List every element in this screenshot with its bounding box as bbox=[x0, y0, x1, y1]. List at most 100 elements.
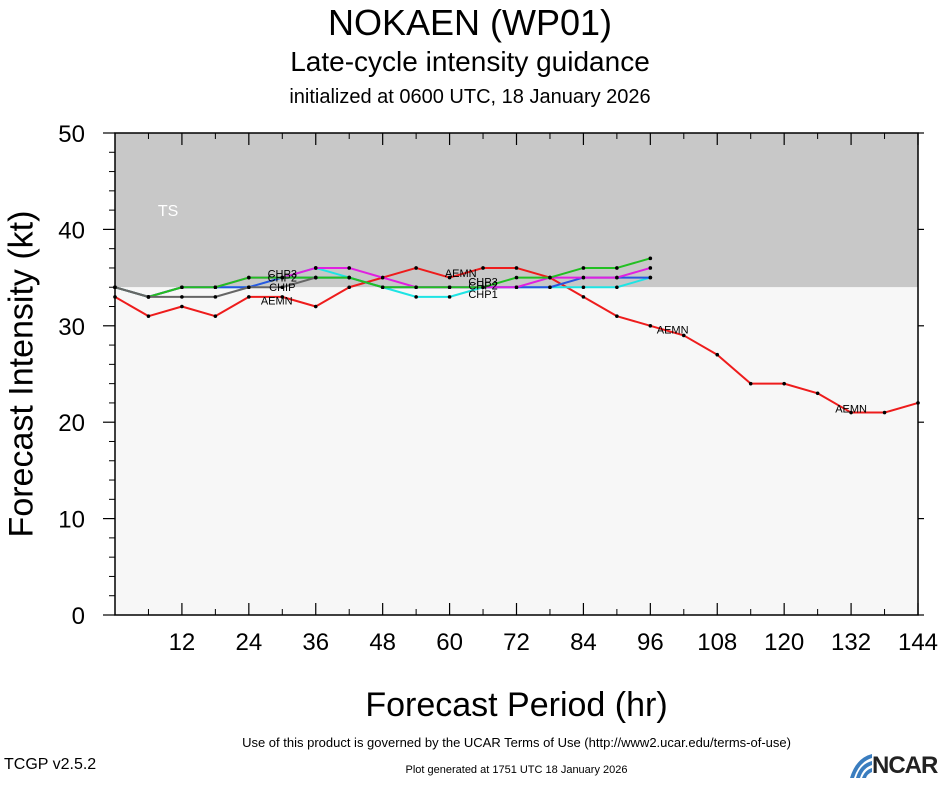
data-point-aemn bbox=[615, 314, 619, 318]
data-point-aemn bbox=[849, 410, 853, 415]
x-tick-label: 144 bbox=[898, 629, 938, 656]
y-tick-label: 50 bbox=[58, 121, 85, 148]
data-point-chp2 bbox=[581, 275, 586, 280]
intensity-band-1 bbox=[115, 287, 918, 615]
intensity-band-0 bbox=[115, 133, 918, 288]
data-point-aemn bbox=[782, 381, 786, 386]
generated-time: Plot generated at 1751 UTC 18 January 20… bbox=[405, 764, 628, 776]
ncar-logo-mark bbox=[850, 754, 872, 778]
line-label-aemn: AEMN bbox=[835, 404, 867, 416]
data-point-chp1 bbox=[648, 275, 653, 280]
x-axis-label: Forecast Period (hr) bbox=[365, 686, 668, 724]
data-point-aemn bbox=[815, 391, 820, 396]
data-point-aemn bbox=[414, 266, 418, 270]
data-point-chif bbox=[280, 285, 285, 290]
data-point-chp3 bbox=[615, 266, 619, 270]
data-point-aemn bbox=[247, 295, 251, 299]
x-tick-label: 84 bbox=[570, 629, 597, 656]
data-point-aemn bbox=[748, 381, 753, 386]
data-point-chif bbox=[247, 285, 251, 290]
x-tick-label: 48 bbox=[369, 629, 396, 656]
data-point-aemn bbox=[347, 285, 352, 290]
data-point-aemn bbox=[581, 295, 586, 299]
data-point-chp2 bbox=[615, 275, 619, 280]
data-point-chp3 bbox=[414, 285, 418, 290]
chart-subtitle: Late-cycle intensity guidance bbox=[290, 46, 650, 77]
data-point-chip bbox=[581, 285, 586, 290]
data-point-aemn bbox=[648, 324, 653, 328]
chart-axes: 12 24 36 48 60 72 84 96 108 120 132 144 0 10 20 30 40 50 bbox=[58, 121, 938, 656]
x-tick-label: 96 bbox=[637, 629, 664, 656]
data-point-aemn bbox=[180, 304, 184, 309]
x-tick-label: 120 bbox=[764, 629, 804, 656]
data-point-chip bbox=[615, 285, 619, 290]
x-tick-label: 132 bbox=[831, 629, 871, 656]
y-tick-label: 10 bbox=[58, 507, 85, 534]
data-point-chp2 bbox=[313, 266, 318, 270]
data-point-chp2 bbox=[347, 266, 352, 270]
data-point-chp1 bbox=[548, 285, 552, 290]
data-point-aemn bbox=[146, 314, 151, 318]
line-label-chip: CHIP bbox=[269, 282, 295, 294]
data-point-aemn bbox=[715, 352, 720, 357]
data-point-aemn bbox=[447, 275, 452, 280]
data-point-aemn bbox=[882, 410, 887, 415]
data-point-chif bbox=[313, 275, 318, 280]
chart-title: NOKAEN (WP01) bbox=[327, 2, 613, 43]
ncar-logo: NCAR bbox=[848, 752, 940, 780]
data-point-chp2 bbox=[380, 275, 385, 280]
data-point-aemn bbox=[313, 304, 318, 309]
line-label-chp2: CHP2 bbox=[468, 280, 497, 292]
data-point-aemn bbox=[213, 314, 218, 318]
version-label: TCGP v2.5.2 bbox=[4, 756, 97, 773]
line-label-chp2: CHP2 bbox=[268, 273, 297, 285]
x-tick-label: 12 bbox=[169, 629, 196, 656]
data-point-chp2 bbox=[648, 266, 653, 270]
line-label-chp3: CHP3 bbox=[468, 276, 497, 288]
line-label-chp3: CHP3 bbox=[268, 269, 297, 281]
ncar-logo-text: NCAR bbox=[872, 752, 938, 779]
y-tick-label: 40 bbox=[58, 217, 85, 244]
initialization-time: initialized at 0600 UTC, 18 January 2026 bbox=[289, 86, 651, 108]
terms-of-use: Use of this product is governed by the U… bbox=[242, 735, 791, 750]
y-tick-label: 30 bbox=[58, 314, 85, 341]
line-label-aemn: AEMN bbox=[261, 296, 293, 308]
data-point-chp3 bbox=[481, 285, 485, 290]
data-point-chp3 bbox=[648, 256, 653, 261]
data-point-chp3 bbox=[347, 275, 352, 280]
data-point-aemn bbox=[514, 266, 519, 270]
data-point-chp3 bbox=[280, 275, 285, 280]
x-tick-label: 108 bbox=[697, 629, 737, 656]
data-point-chp3 bbox=[213, 285, 218, 290]
line-label-aemn: AEMN bbox=[657, 325, 689, 337]
data-point-chp3 bbox=[447, 285, 452, 290]
x-tick-label: 60 bbox=[436, 629, 463, 656]
data-point-aemn bbox=[481, 266, 485, 270]
intensity-bands: TS bbox=[115, 133, 918, 615]
data-point-chip bbox=[414, 295, 418, 299]
data-point-chp3 bbox=[514, 275, 519, 280]
data-point-chp3 bbox=[247, 275, 251, 280]
data-point-chp3 bbox=[180, 285, 184, 290]
data-point-chip bbox=[447, 295, 452, 299]
x-tick-label: 24 bbox=[235, 629, 262, 656]
data-point-aemn bbox=[681, 333, 686, 338]
line-label-aemn: AEMN bbox=[445, 268, 477, 280]
data-point-aemn bbox=[280, 295, 285, 299]
data-point-chif bbox=[180, 295, 184, 299]
band-label-ts: TS bbox=[158, 203, 178, 220]
data-point-chif bbox=[213, 295, 218, 299]
data-point-chp3 bbox=[548, 275, 552, 280]
y-tick-label: 20 bbox=[58, 410, 85, 437]
series-layer bbox=[113, 256, 920, 415]
line-label-chp1: CHP1 bbox=[468, 289, 497, 301]
data-point-chp2 bbox=[514, 285, 519, 290]
data-point-chp3 bbox=[380, 285, 385, 290]
data-point-chif bbox=[146, 295, 151, 299]
data-point-chp3 bbox=[581, 266, 586, 270]
y-tick-label: 0 bbox=[72, 603, 85, 630]
x-tick-label: 36 bbox=[302, 629, 329, 656]
x-tick-label: 72 bbox=[503, 629, 530, 656]
